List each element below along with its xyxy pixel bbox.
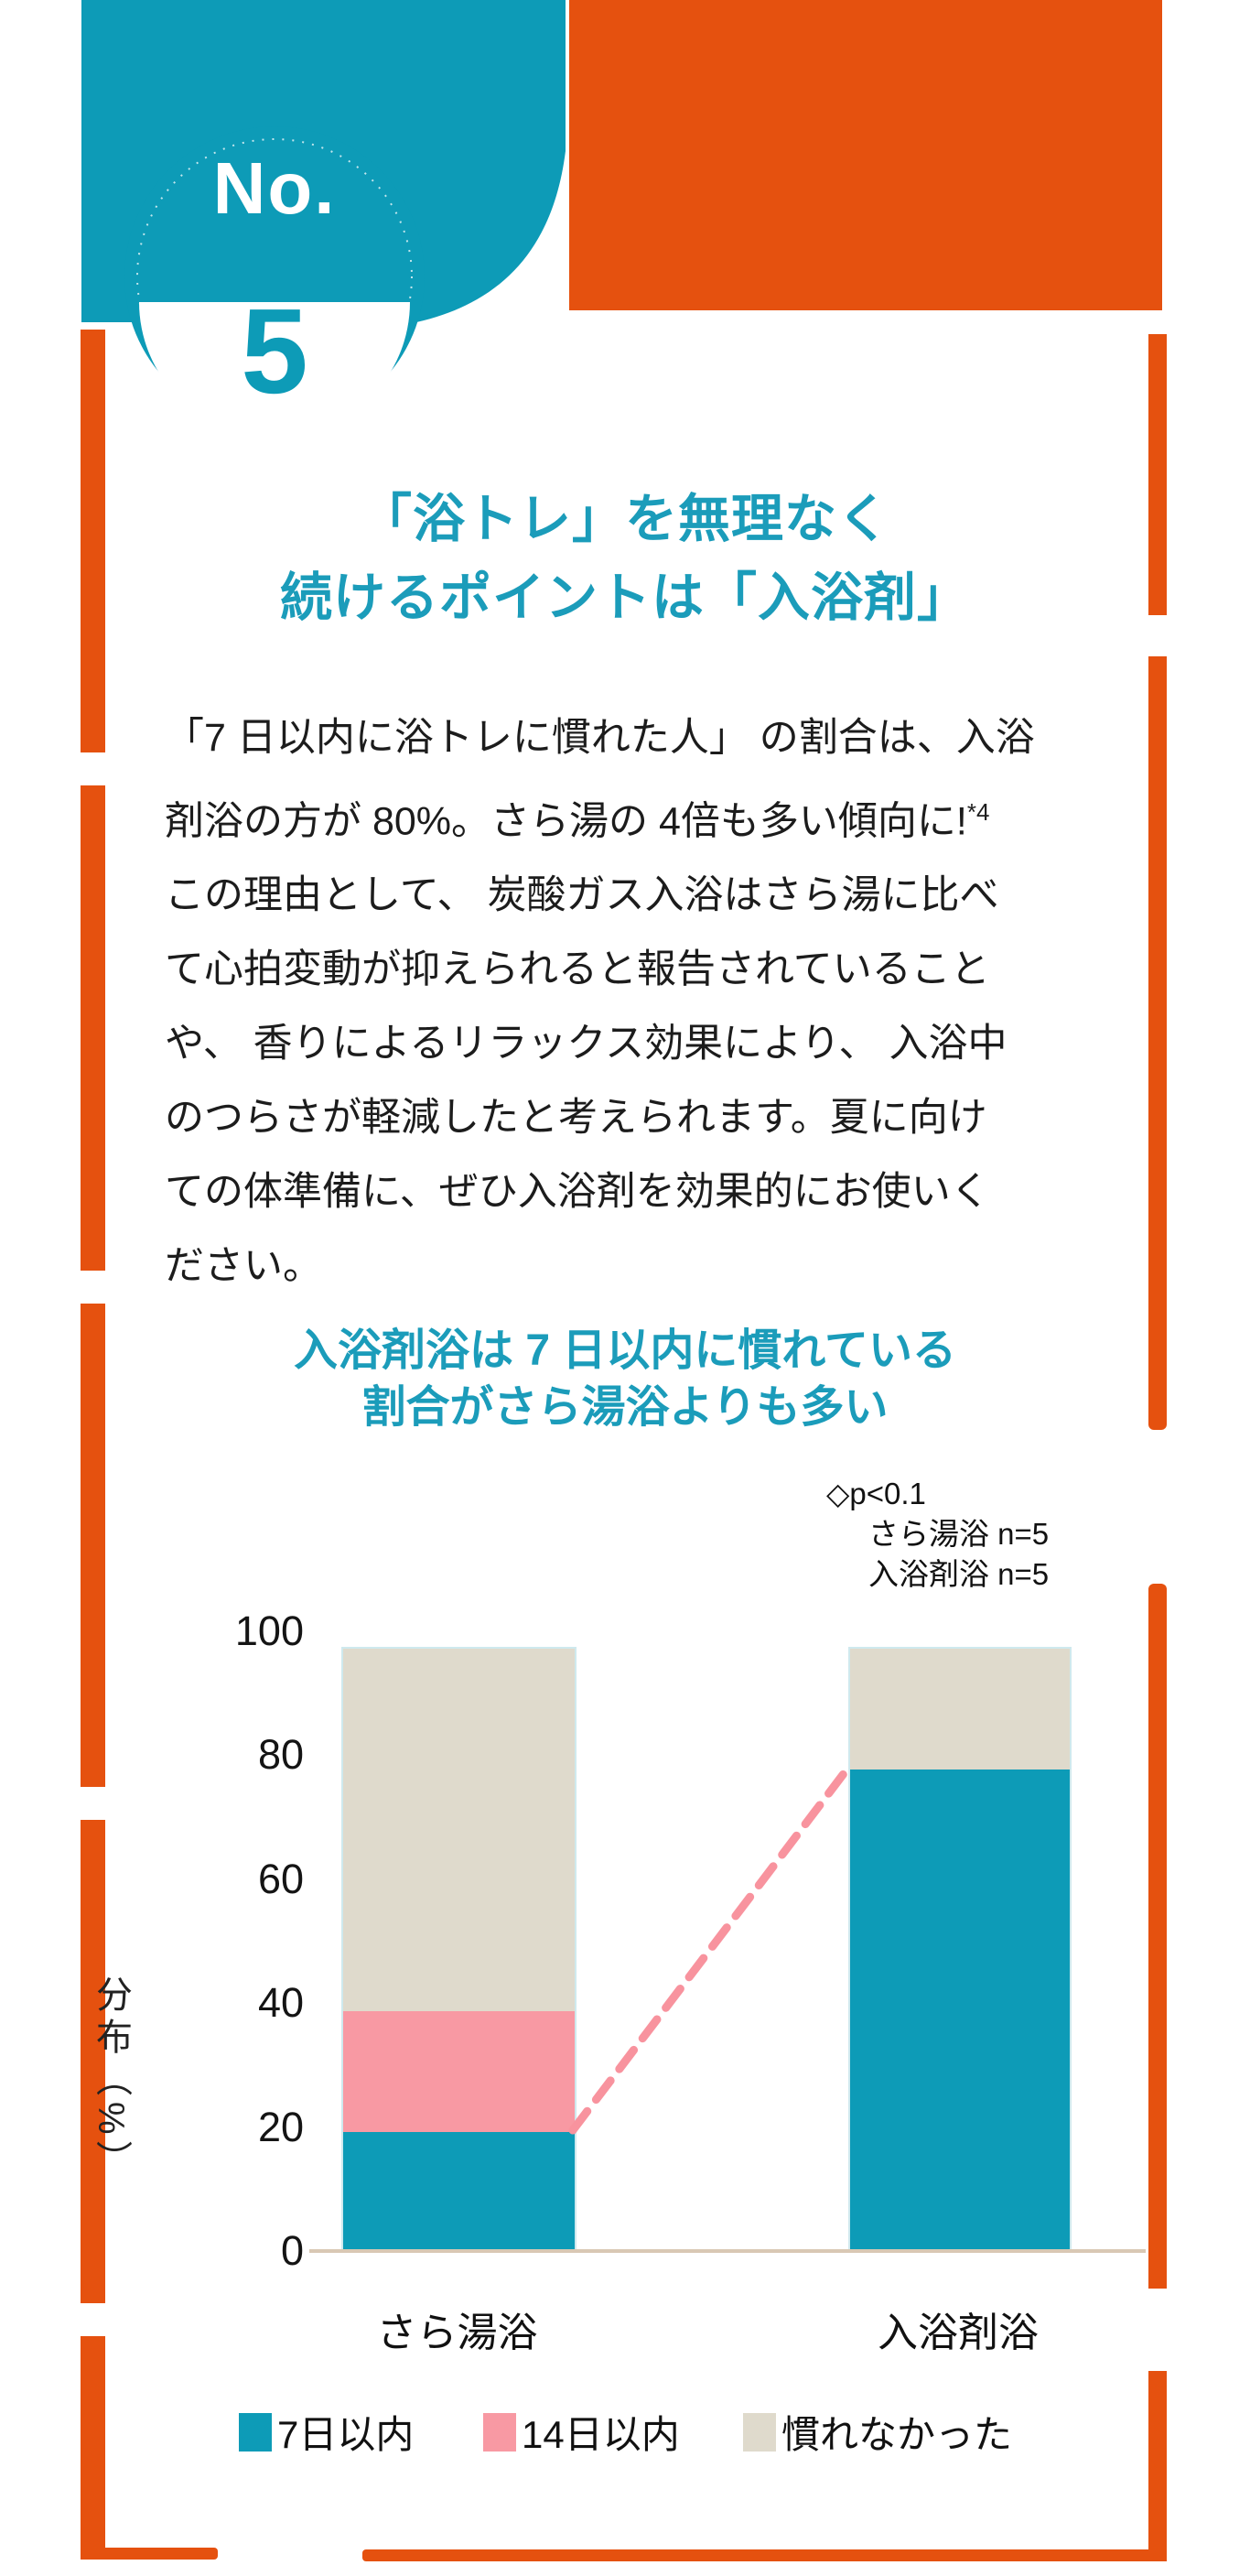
bottom-frame-bar (362, 2549, 1167, 2561)
footnote-marker: *4 (966, 798, 990, 826)
chart-title-line1: 入浴剤浴は 7 日以内に慣れている (294, 1326, 956, 1375)
y-axis-tick: 40 (257, 1979, 304, 2027)
legend-label: 14日以内 (522, 2413, 680, 2456)
bar-segment-7日以内 (850, 1769, 1070, 2253)
badge-dotted-ring (136, 138, 413, 415)
hero-graphics (81, 0, 1162, 438)
left-frame-bar (81, 1820, 105, 2303)
x-axis-line (309, 2249, 1146, 2253)
right-frame-bar (1148, 334, 1167, 615)
p-value-note: ◇p<0.1 (826, 1477, 926, 1510)
body-line: ださい。 (165, 1244, 322, 1289)
chart-annotation: ◇p<0.1 さら湯浴 n=5 入浴剤浴 n=5 (826, 1474, 1049, 1595)
page-title-line2: 続けるポイントは「入浴剤」 (280, 568, 970, 627)
category-label: 入浴剤浴 (878, 2311, 1039, 2355)
badge-white-half (139, 302, 410, 438)
dashed-trend-line (568, 1763, 853, 2135)
page-title: 「浴トレ」を無理なく 続けるポイントは「入浴剤」 (0, 480, 1250, 637)
bar-segment-7日以内 (343, 2131, 575, 2253)
chart-title: 入浴剤浴は 7 日以内に慣れている 割合がさら湯浴よりも多い (0, 1323, 1250, 1436)
sample-size-note: さら湯浴 n=5 (868, 1517, 1050, 1551)
y-axis-tick: 20 (257, 2103, 304, 2150)
y-axis-tick: 60 (257, 1855, 304, 1902)
legend-item: 慣れなかった (743, 2404, 1012, 2460)
y-axis-tick: 0 (280, 2227, 304, 2274)
body-line: のつらさが軽減したと考えられます。夏に向け (165, 1096, 987, 1141)
badge-no-label: No. (212, 147, 337, 229)
chart-title-line2: 割合がさら湯浴よりも多い (361, 1383, 889, 1432)
category-label: さら湯浴 (376, 2311, 538, 2355)
legend-label: 慣れなかった (781, 2413, 1013, 2456)
right-frame-bar (1148, 1584, 1167, 2289)
bar-segment-慣れなかった (343, 1648, 575, 2011)
body-paragraph: 「7 日以内に浴トレに慣れた人」 の割合は、入浴 剤浴の方が 80%。さら湯の … (165, 701, 1148, 1304)
legend-item: 14日以内 (483, 2404, 680, 2460)
badge-number: 5 (241, 284, 308, 418)
left-frame-bar (81, 1304, 105, 1787)
legend-swatch (239, 2412, 272, 2452)
right-frame-bar (1148, 656, 1167, 1430)
legend-item: 7日以内 (239, 2404, 414, 2460)
legend-swatch (743, 2412, 776, 2452)
body-line: この理由として、 炭酸ガス入浴はさら湯に比べ (165, 873, 999, 918)
y-axis-tick: 80 (257, 1731, 304, 1779)
page-title-line1: 「浴トレ」を無理なく (360, 490, 890, 548)
stacked-bar-入浴剤浴 (848, 1646, 1072, 2253)
left-frame-bar (81, 785, 105, 1271)
body-line: て心拍変動が抑えられると報告されていること (165, 947, 990, 992)
body-line: ての体準備に、ぜひ入浴剤を効果的にお使いく (165, 1170, 990, 1215)
legend-swatch (483, 2412, 516, 2452)
bar-segment-慣れなかった (850, 1648, 1070, 1770)
sample-size-note: 入浴剤浴 n=5 (868, 1557, 1050, 1591)
right-frame-bar (1148, 2371, 1167, 2561)
body-line: や、 香りによるリラックス効果により、 入浴中 (165, 1022, 1008, 1066)
left-frame-foot (81, 2548, 218, 2560)
orange-block (569, 0, 1162, 310)
body-line: 「7 日以内に浴トレに慣れた人」 の割合は、入浴 (165, 716, 1035, 760)
body-line: 剤浴の方が 80%。さら湯の 4倍も多い傾向に!*4 (165, 798, 990, 844)
y-axis-title: 分布（%） (91, 1975, 131, 2182)
stacked-bar-さら湯浴 (341, 1646, 577, 2253)
left-frame-bar (81, 330, 105, 752)
bar-segment-14日以内 (343, 2010, 575, 2132)
y-axis-tick: 100 (234, 1607, 304, 1654)
left-frame-bar (81, 2336, 105, 2559)
legend-label: 7日以内 (277, 2413, 415, 2456)
